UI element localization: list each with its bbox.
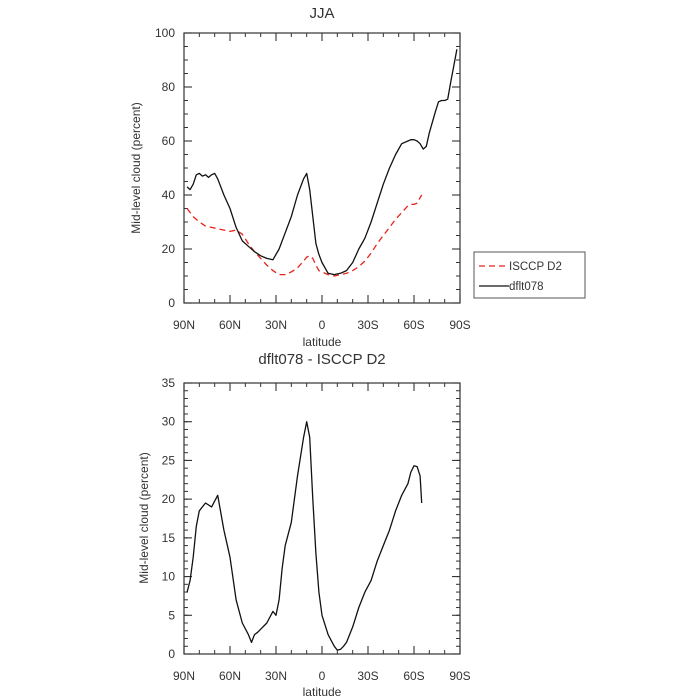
- bottom-x-tick-label: 30S: [357, 669, 378, 683]
- legend-box: [473, 251, 586, 299]
- top-y-axis-label: Mid-level cloud (percent): [129, 102, 143, 233]
- top-series-line-isccp-d2: [186, 194, 423, 277]
- bottom-panel: dflt078 - ISCCP D2 90N 60N 30N 0 30S 60S 90S 0 5…: [137, 351, 471, 699]
- top-x-tick-label: 90N: [173, 318, 195, 332]
- top-y-tick-label: 60: [162, 134, 176, 148]
- bottom-x-tick-label: 60S: [403, 669, 424, 683]
- bottom-y-tick-label: 20: [162, 492, 176, 506]
- legend: ISCCP D2 dflt078: [473, 251, 586, 299]
- bottom-x-tick-label: 90S: [449, 669, 470, 683]
- bottom-plot-area: 90N 60N 30N 0 30S 60S 90S 0 5 10 15 20 25 30 35: [162, 376, 471, 683]
- bottom-panel-title: dflt078 - ISCCP D2: [258, 351, 385, 368]
- top-x-tick-label: 0: [319, 318, 326, 332]
- bottom-y-tick-label: 10: [162, 570, 176, 584]
- top-x-tick-label: 90S: [449, 318, 470, 332]
- bottom-y-tick-label: 25: [162, 453, 176, 467]
- top-x-tick-label: 30S: [357, 318, 378, 332]
- top-y-tick-label: 40: [162, 188, 176, 202]
- top-y-tick-label: 20: [162, 242, 176, 256]
- top-plot-area: 90N 60N 30N 0 30S 60S 90S 0 20 40 60 80 100: [155, 26, 471, 332]
- bottom-y-tick-label: 0: [168, 647, 175, 661]
- bottom-y-tick-label: 30: [162, 415, 176, 429]
- top-x-tick-label: 60N: [219, 318, 241, 332]
- top-series-line-dflt078: [186, 49, 458, 276]
- bottom-y-tick-label: 15: [162, 531, 176, 545]
- top-y-tick-label: 0: [168, 296, 175, 310]
- top-y-tick-label: 100: [155, 26, 175, 40]
- bottom-x-axis-label: latitude: [303, 685, 342, 699]
- bottom-x-tick-label: 90N: [173, 669, 195, 683]
- bottom-x-tick-label: 60N: [219, 669, 241, 683]
- bottom-y-axis-label: Mid-level cloud (percent): [137, 452, 151, 583]
- bottom-x-tick-label: 0: [319, 669, 326, 683]
- bottom-x-tick-label: 30N: [265, 669, 287, 683]
- top-x-axis-label: latitude: [303, 335, 342, 349]
- top-x-tick-label: 60S: [403, 318, 424, 332]
- legend-label-model: dflt078: [509, 281, 544, 293]
- legend-label-isccp: ISCCP D2: [509, 261, 562, 273]
- top-x-tick-label: 30N: [265, 318, 287, 332]
- top-y-tick-label: 80: [162, 80, 176, 94]
- top-panel: JJA 90N 60N 30N 0 30S 60S 90S 0 20 40 60 80 100 lati…: [129, 5, 471, 349]
- bottom-y-tick-label: 35: [162, 376, 176, 390]
- bottom-series-line-difference: [186, 421, 423, 651]
- top-panel-title: JJA: [309, 5, 334, 22]
- bottom-y-tick-label: 5: [168, 608, 175, 622]
